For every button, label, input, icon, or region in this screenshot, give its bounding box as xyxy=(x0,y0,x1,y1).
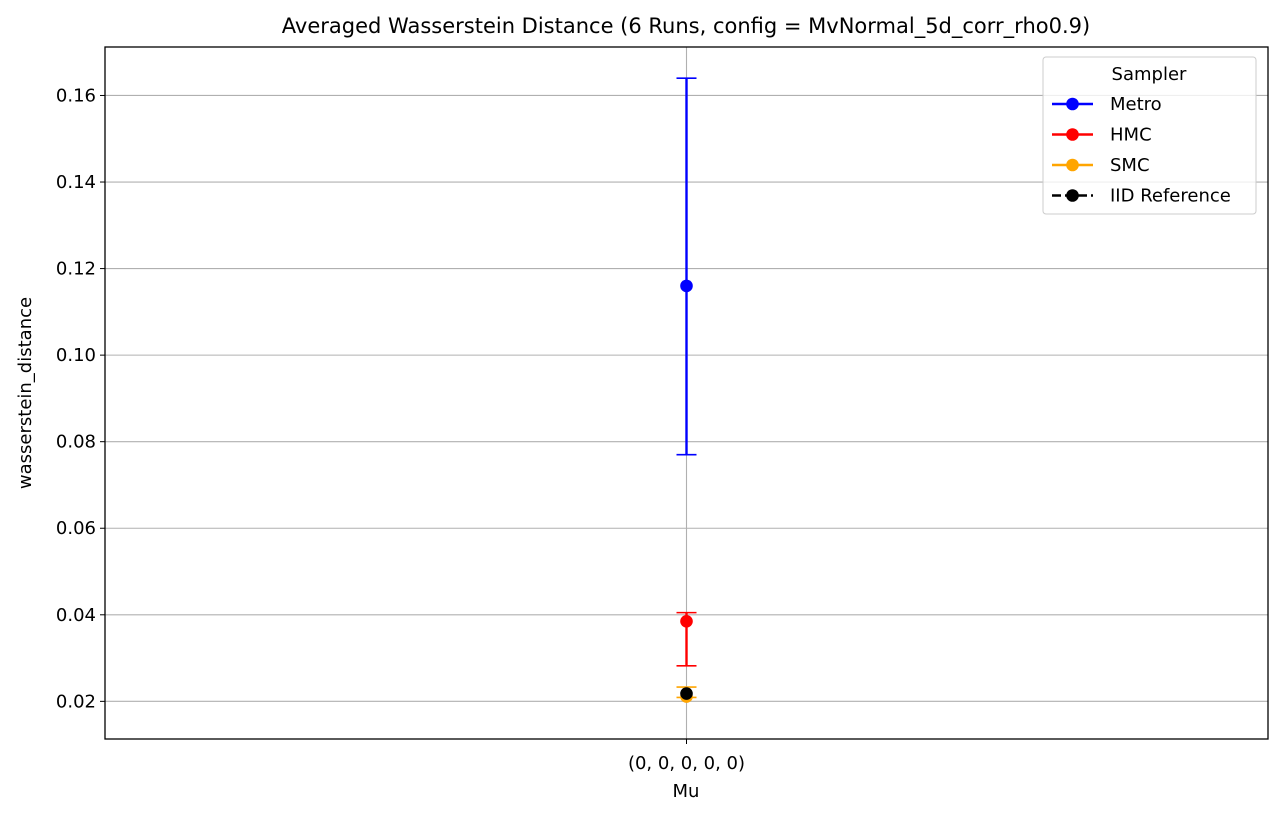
legend-label-smc: SMC xyxy=(1110,155,1150,176)
legend-marker-smc xyxy=(1066,158,1079,172)
chart-title: Averaged Wasserstein Distance (6 Runs, c… xyxy=(282,14,1090,39)
y-axis-ticks: 0.02 0.04 0.06 0.08 0.10 0.12 0.14 0.16 xyxy=(56,85,105,712)
iid-reference-point xyxy=(680,687,693,700)
x-axis-ticks: (0, 0, 0, 0, 0) xyxy=(628,739,745,774)
y-tick-label: 0.12 xyxy=(56,259,96,280)
legend-marker-metro xyxy=(1066,97,1079,111)
y-tick-label: 0.06 xyxy=(56,518,96,539)
y-axis-label: wasserstein_distance xyxy=(15,297,36,489)
legend-label-iid-reference: IID Reference xyxy=(1110,186,1231,207)
hmc-point xyxy=(680,614,693,628)
y-tick-label: 0.08 xyxy=(56,432,96,453)
y-tick-label: 0.14 xyxy=(56,172,96,193)
legend-label-hmc: HMC xyxy=(1110,125,1152,146)
y-tick-label: 0.02 xyxy=(56,691,96,712)
y-tick-label: 0.04 xyxy=(56,605,96,626)
y-tick-label: 0.10 xyxy=(56,345,96,366)
legend-marker-hmc xyxy=(1066,128,1079,141)
x-tick-label: (0, 0, 0, 0, 0) xyxy=(628,753,745,774)
legend-label-metro: Metro xyxy=(1110,94,1162,115)
y-tick-label: 0.16 xyxy=(56,85,96,106)
series xyxy=(676,77,697,703)
legend: Sampler Metro HMC SMC IID Reference xyxy=(1042,56,1257,215)
x-axis-label: Mu xyxy=(673,781,700,802)
metro-point xyxy=(680,279,693,293)
legend-box xyxy=(1042,56,1257,215)
legend-marker-iid-reference xyxy=(1066,189,1079,202)
legend-title: Sampler xyxy=(1112,64,1187,85)
